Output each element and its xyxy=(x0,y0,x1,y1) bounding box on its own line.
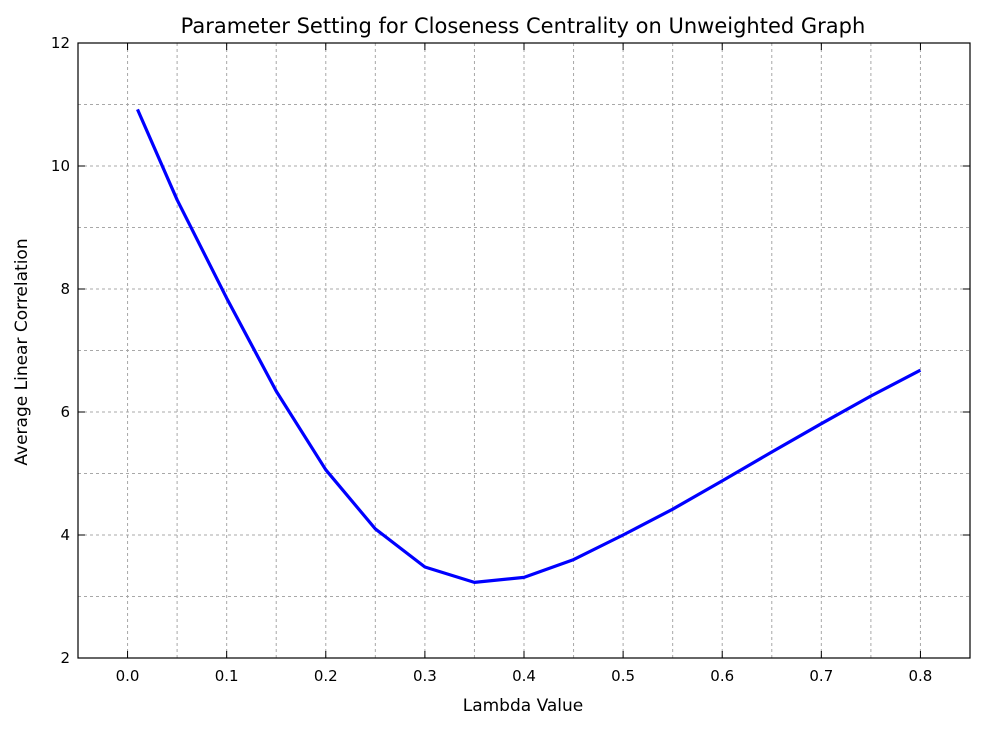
y-tick-label: 10 xyxy=(51,157,70,175)
x-axis-label: Lambda Value xyxy=(463,696,584,716)
x-tick-label: 0.4 xyxy=(512,667,536,685)
chart-title: Parameter Setting for Closeness Centrali… xyxy=(181,14,866,38)
x-tick-label: 0.7 xyxy=(809,667,833,685)
y-tick-label: 8 xyxy=(60,280,70,298)
series-layer xyxy=(136,108,922,585)
y-tick-labels: 2 4 6 8 10 12 xyxy=(51,34,70,667)
y-axis-label: Average Linear Correlation xyxy=(12,238,32,465)
x-tick-labels: 0.0 0.1 0.2 0.3 0.4 0.5 0.6 0.7 0.8 xyxy=(116,667,933,685)
y-tick-label: 2 xyxy=(60,649,70,667)
grid-lines xyxy=(78,43,970,658)
x-tick-label: 0.1 xyxy=(215,667,239,685)
x-tick-label: 0.8 xyxy=(909,667,933,685)
x-tick-label: 0.3 xyxy=(413,667,437,685)
x-tick-label: 0.2 xyxy=(314,667,338,685)
x-tick-label: 0.5 xyxy=(611,667,635,685)
series-line xyxy=(136,108,922,585)
y-tick-label: 4 xyxy=(60,526,70,544)
x-tick-label: 0.0 xyxy=(116,667,140,685)
x-tick-label: 0.6 xyxy=(710,667,734,685)
plot-frame xyxy=(77,42,971,659)
y-tick-label: 12 xyxy=(51,34,70,52)
y-tick-label: 6 xyxy=(60,403,70,421)
